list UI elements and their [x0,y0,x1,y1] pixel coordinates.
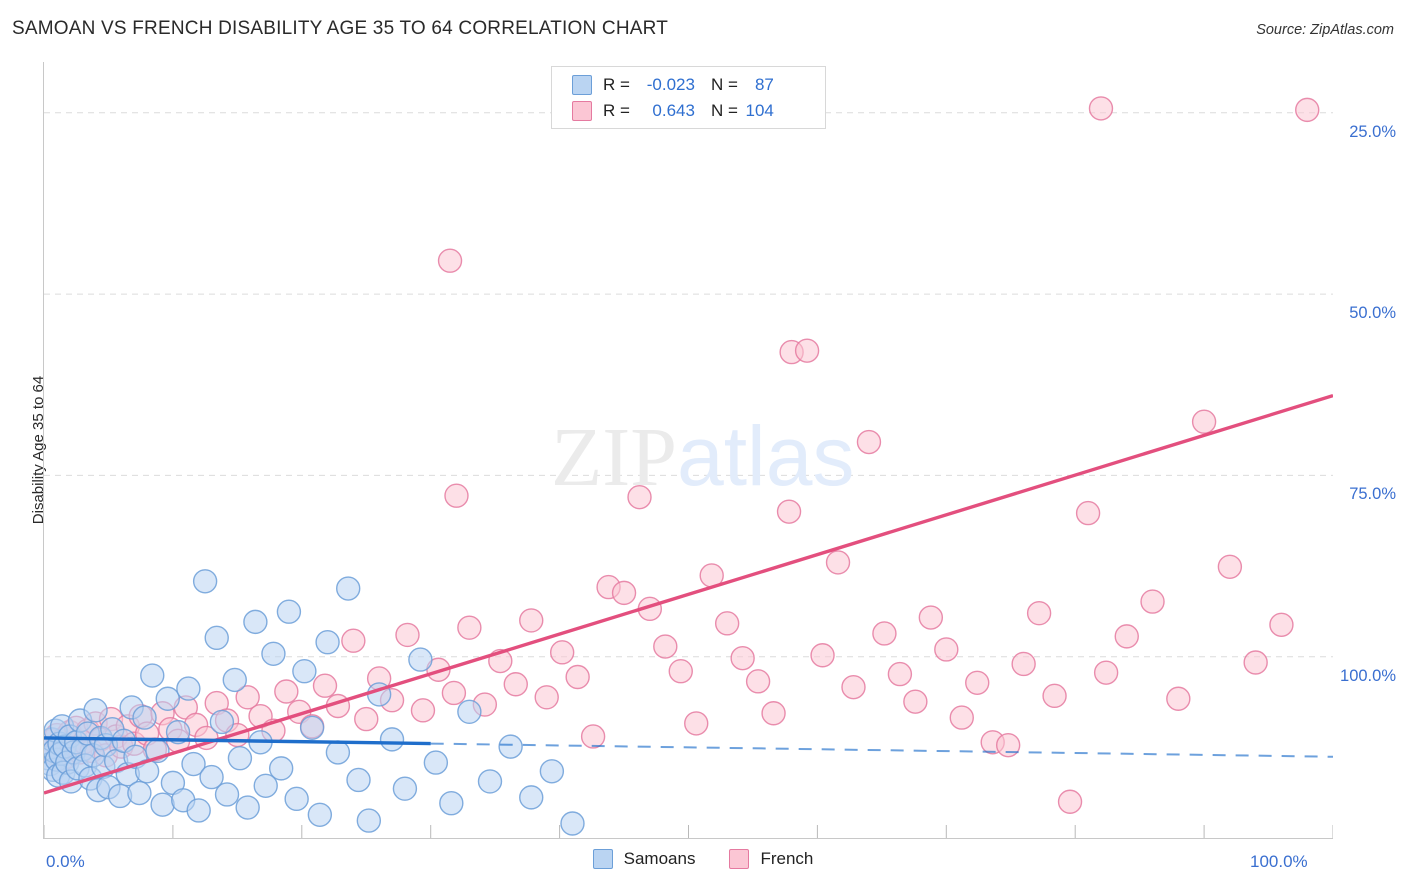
plot-area [43,62,1333,839]
scatter-svg [44,96,1333,838]
french-n-value: 104 [745,101,774,120]
legend-item-french[interactable]: French [729,849,813,869]
y-tick-50: 50.0% [1349,304,1396,323]
y-tick-100: 100.0% [1340,666,1396,685]
stats-row-samoans: R = -0.023 N = 87 [552,72,825,98]
legend-label-samoans: Samoans [623,849,696,868]
legend-item-samoans[interactable]: Samoans [592,849,696,869]
y-tick-25: 25.0% [1349,122,1396,141]
french-swatch-icon [572,101,592,121]
french-r-value: 0.643 [652,101,695,120]
y-tick-75: 75.0% [1349,485,1396,504]
source-attribution: Source: ZipAtlas.com [1256,22,1394,38]
legend-swatch-french-icon [729,849,750,869]
correlation-stats-box: R = -0.023 N = 87 R = 0.643 N = 104 [551,66,826,129]
samoans-r-value: -0.023 [646,75,695,94]
legend-swatch-samoans-icon [592,849,613,869]
french-r-label: R = [603,101,630,120]
samoans-n-label: N = [710,75,738,94]
samoans-n-value: 87 [754,75,774,94]
french-n-label: N = [710,101,738,120]
x-tick-100: 100.0% [1250,852,1308,871]
samoans-swatch-icon [572,75,592,95]
legend-label-french: French [760,849,814,868]
chart-legend: Samoans French [0,849,1406,869]
samoans-r-label: R = [603,75,630,94]
x-tick-0: 0.0% [46,852,85,871]
page-title: SAMOAN VS FRENCH DISABILITY AGE 35 TO 64… [12,18,669,39]
stats-row-french: R = 0.643 N = 104 [552,98,825,124]
